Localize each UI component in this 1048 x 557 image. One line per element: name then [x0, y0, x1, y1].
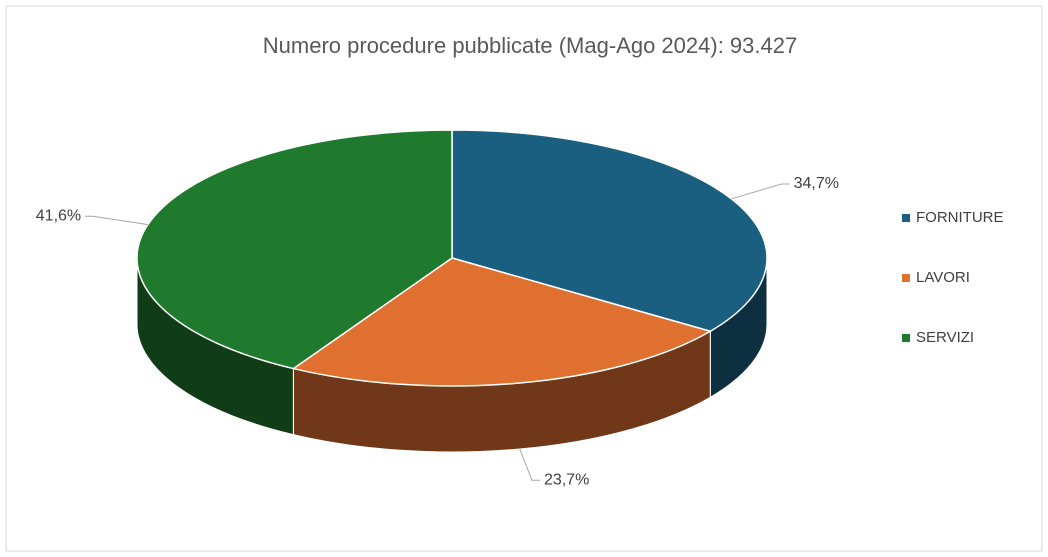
leader-line [731, 183, 790, 200]
legend-label: SERVIZI [916, 329, 974, 346]
data-label: 34,7% [794, 175, 839, 192]
legend-swatch [902, 214, 910, 222]
data-label: 41,6% [36, 207, 81, 224]
legend-label: LAVORI [916, 269, 970, 286]
legend-swatch [902, 274, 910, 282]
slice [136, 129, 453, 370]
legend-swatch [902, 334, 910, 342]
leader-line [519, 448, 540, 481]
data-label: 23,7% [544, 471, 589, 488]
chart-title: Numero procedure pubblicate (Mag-Ago 202… [263, 33, 797, 58]
slice [451, 129, 768, 333]
leader-line [85, 215, 148, 226]
legend-label: FORNITURE [916, 209, 1004, 226]
slice [291, 257, 713, 387]
